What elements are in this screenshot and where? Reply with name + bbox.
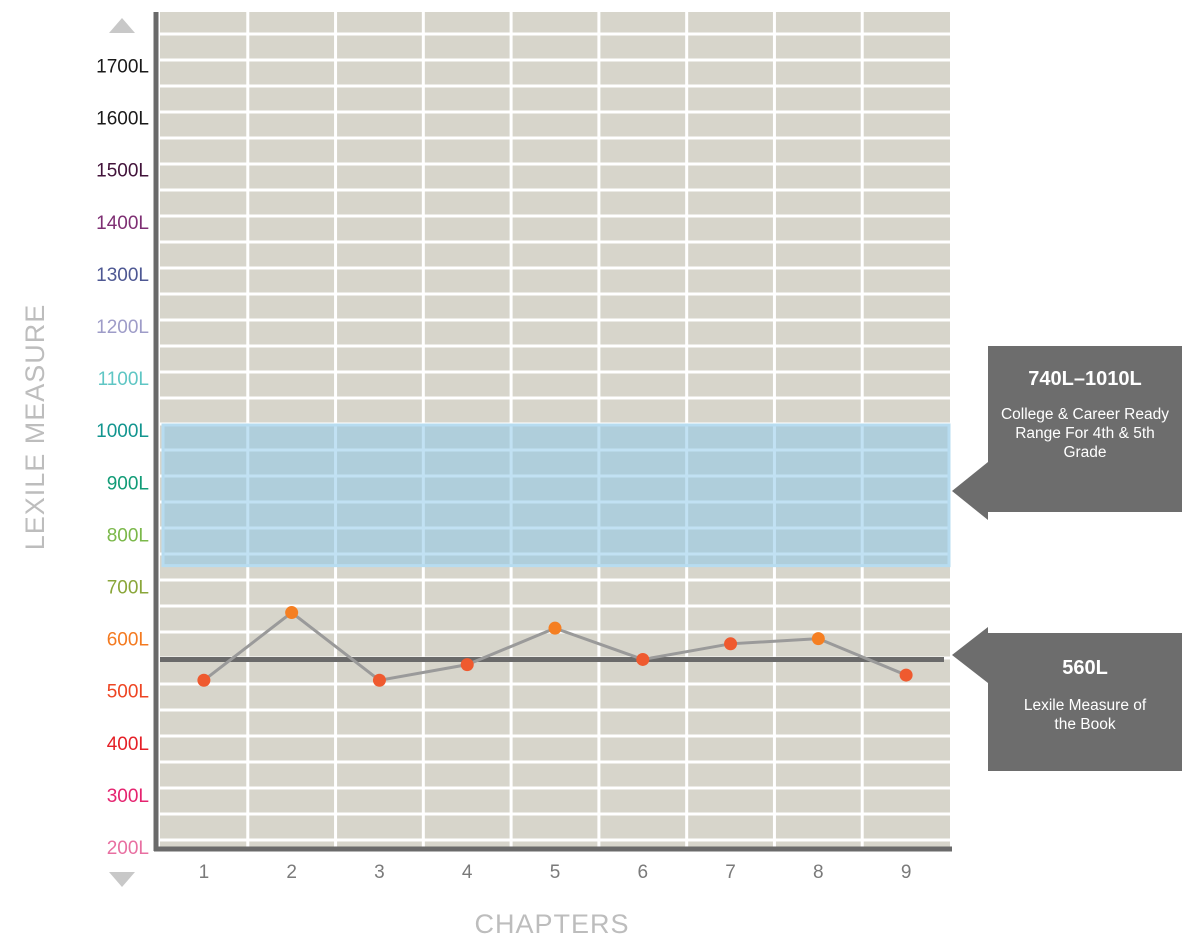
y-tick-label: 1200L (96, 317, 149, 338)
data-point (899, 668, 913, 682)
x-axis-label: CHAPTERS (474, 909, 629, 939)
y-tick-label: 200L (107, 838, 149, 859)
data-point (724, 637, 738, 651)
x-tick-label: 5 (550, 862, 561, 883)
data-points (197, 606, 913, 687)
y-tick-label: 1300L (96, 265, 149, 286)
data-point (372, 673, 386, 687)
x-tick-labels: 1 2 3 4 5 6 7 8 9 (199, 862, 912, 883)
range-callout-text: College & Career Ready Range For 4th & 5… (1000, 406, 1169, 461)
x-tick-label: 6 (637, 862, 648, 883)
x-tick-label: 7 (725, 862, 736, 883)
scroll-up-arrow-icon[interactable] (109, 18, 135, 33)
y-tick-label: 1100L (98, 369, 149, 390)
x-tick-label: 9 (901, 862, 912, 883)
y-tick-label: 700L (107, 578, 149, 599)
x-tick-label: 3 (374, 862, 385, 883)
data-point (197, 673, 211, 687)
y-tick-label: 1600L (96, 109, 149, 130)
range-callout-title: 740L–1010L (1028, 368, 1142, 390)
data-point (285, 606, 299, 620)
range-callout-pointer (952, 462, 988, 520)
data-point (636, 652, 650, 666)
x-tick-label: 4 (462, 862, 473, 883)
y-tick-label: 600L (107, 630, 149, 651)
data-point (548, 621, 562, 635)
y-tick-label: 1700L (96, 57, 149, 78)
book-callout-text: Lexile Measure of the Book (1023, 697, 1147, 733)
x-tick-label: 8 (813, 862, 824, 883)
y-axis-label: LEXILE MEASURE (20, 304, 50, 551)
y-tick-label: 800L (107, 525, 149, 546)
x-tick-label: 1 (199, 862, 210, 883)
y-tick-label: 1000L (96, 421, 149, 442)
data-point (460, 658, 474, 672)
ready-range-band (161, 423, 951, 568)
y-tick-label: 1400L (96, 213, 149, 234)
y-tick-labels: 200L 300L 400L 500L 600L 700L 800L 900L 1000L 110… (96, 57, 149, 860)
y-tick-label: 1500L (96, 161, 149, 182)
data-point (811, 632, 825, 646)
range-callout: 740L–1010L College & Career Ready Range … (988, 346, 1182, 512)
book-callout-title: 560L (1062, 657, 1108, 679)
book-callout: 560L Lexile Measure of the Book (988, 633, 1182, 771)
book-callout-pointer (952, 627, 988, 683)
y-tick-label: 500L (107, 682, 149, 703)
scroll-down-arrow-icon[interactable] (109, 872, 135, 887)
x-tick-label: 2 (286, 862, 297, 883)
y-tick-label: 900L (107, 473, 149, 494)
y-tick-label: 300L (107, 786, 149, 807)
y-tick-label: 400L (107, 734, 149, 755)
